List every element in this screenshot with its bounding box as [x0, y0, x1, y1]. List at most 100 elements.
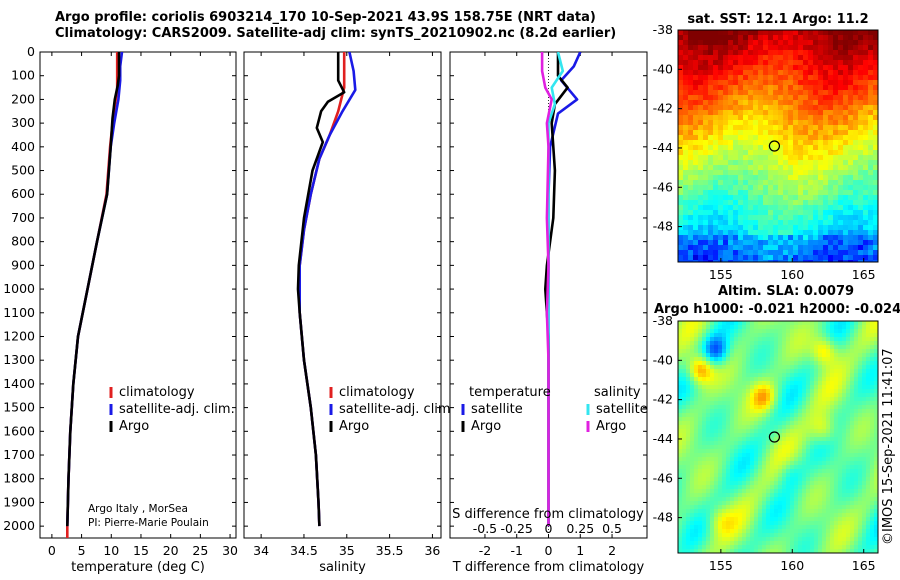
sst-cell [678, 125, 684, 131]
sla-cell [766, 405, 771, 410]
sst-cell [693, 120, 699, 126]
sla-cell [850, 353, 855, 358]
sla-cell [818, 401, 823, 406]
sla-cell [822, 513, 827, 518]
sla-cell [678, 353, 683, 358]
sla-cell [714, 345, 719, 350]
sst-cell [683, 45, 689, 51]
sst-cell [703, 105, 709, 111]
sla-cell [826, 525, 831, 530]
sst-cell [798, 40, 804, 46]
sst-cell [808, 55, 814, 61]
sst-cell [693, 50, 699, 56]
sst-cell [678, 55, 684, 61]
sla-cell [818, 533, 823, 538]
sst-cell [723, 245, 729, 251]
sla-cell [866, 377, 871, 382]
sla-cell [706, 405, 711, 410]
sla-cell [782, 337, 787, 342]
sla-cell [746, 433, 751, 438]
sla-cell [714, 389, 719, 394]
sla-cell [702, 341, 707, 346]
sla-cell [750, 485, 755, 490]
sst-cell [793, 220, 799, 226]
sst-cell [788, 235, 794, 241]
sla-cell [730, 337, 735, 342]
sla-cell [802, 365, 807, 370]
sla-cell [726, 441, 731, 446]
sla-cell [754, 461, 759, 466]
sla-cell [710, 529, 715, 534]
sst-cell [858, 50, 864, 56]
sst-cell [783, 195, 789, 201]
sla-cell [694, 537, 699, 542]
sst-cell [768, 90, 774, 96]
sst-cell [758, 170, 764, 176]
sst-cell [763, 175, 769, 181]
sla-cell [750, 453, 755, 458]
sla-cell [766, 361, 771, 366]
sst-cell [708, 40, 714, 46]
sst-cell [833, 70, 839, 76]
sla-cell [734, 393, 739, 398]
sla-cell [862, 357, 867, 362]
sla-cell [810, 421, 815, 426]
sla-cell [818, 445, 823, 450]
sla-cell [778, 449, 783, 454]
sla-cell [686, 429, 691, 434]
sla-cell [862, 453, 867, 458]
sla-cell [698, 485, 703, 490]
sst-cell [798, 230, 804, 236]
sst-cell [808, 65, 814, 71]
sla-cell [678, 381, 683, 386]
sst-cell [738, 65, 744, 71]
sla-cell [866, 401, 871, 406]
sla-cell [786, 357, 791, 362]
sst-cell [768, 165, 774, 171]
sst-cell [753, 110, 759, 116]
sst-cell [818, 200, 824, 206]
sla-cell [830, 541, 835, 546]
sla-cell [774, 361, 779, 366]
sla-cell [710, 409, 715, 414]
sst-cell [743, 150, 749, 156]
sla-cell [854, 465, 859, 470]
sla-cell [778, 441, 783, 446]
sst-cell [688, 235, 694, 241]
sla-cell [746, 393, 751, 398]
sst-cell [833, 60, 839, 66]
sst-cell [783, 125, 789, 131]
sla-cell [794, 345, 799, 350]
sla-cell [834, 417, 839, 422]
sst-cell [678, 245, 684, 251]
sst-cell [693, 110, 699, 116]
sst-cell [688, 90, 694, 96]
sla-cell [846, 525, 851, 530]
sla-cell [686, 337, 691, 342]
sst-cell [778, 50, 784, 56]
sla-cell [722, 329, 727, 334]
sla-cell [858, 481, 863, 486]
sla-cell [702, 417, 707, 422]
sst-cell [718, 40, 724, 46]
sla-cell [694, 425, 699, 430]
sst-cell [753, 50, 759, 56]
sla-cell [682, 369, 687, 374]
sla-cell [770, 489, 775, 494]
sla-cell [814, 329, 819, 334]
sla-cell [682, 325, 687, 330]
sst-cell [873, 80, 878, 86]
sla-cell [862, 381, 867, 386]
sst-cell [838, 150, 844, 156]
sla-cell [782, 361, 787, 366]
sst-cell [868, 145, 874, 151]
sla-cell [710, 397, 715, 402]
sla-cell [718, 473, 723, 478]
sla-cell [738, 397, 743, 402]
sla-cell [762, 489, 767, 494]
sst-cell [703, 90, 709, 96]
sla-cell [778, 413, 783, 418]
sla-cell [830, 469, 835, 474]
sla-cell [794, 329, 799, 334]
sla-cell [842, 481, 847, 486]
